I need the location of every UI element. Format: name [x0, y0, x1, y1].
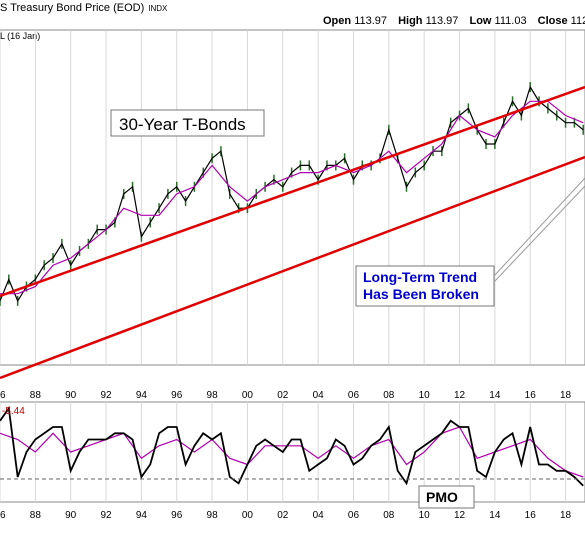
low-value: 111.03: [494, 15, 527, 27]
trend-label-box: [355, 265, 495, 307]
x-tick-label: 92: [100, 510, 112, 521]
x-tick-label: 92: [100, 390, 112, 401]
open-label: Open: [323, 15, 352, 27]
x-tick-label: 04: [313, 510, 325, 521]
x-tick-label: 00: [242, 510, 254, 521]
x-tick-label: 14: [489, 390, 501, 401]
x-tick-label: 18: [560, 510, 572, 521]
x-tick-label: 16: [525, 390, 537, 401]
ohlc-readout: Open 113.97 High 113.97 Low 111.03 Close…: [323, 15, 585, 27]
x-tick-label: 86: [0, 510, 6, 521]
close-label: Close: [537, 15, 568, 27]
pmo-line: [0, 405, 584, 487]
trend-channel: [0, 85, 585, 380]
indicator-panel: [0, 401, 585, 503]
channel-upper-line: [0, 85, 585, 298]
channel-lower-line: [0, 155, 585, 380]
x-tick-label: 90: [65, 390, 77, 401]
high-value: 113.97: [425, 15, 459, 27]
x-tick-label: 96: [171, 510, 183, 521]
x-tick-label: 08: [383, 390, 395, 401]
trend-label-line1: Long-Term Trend: [363, 269, 477, 285]
x-tick-label: 04: [313, 390, 325, 401]
moving-average-line: [0, 100, 584, 295]
x-tick-label: 12: [454, 390, 466, 401]
x-tick-label: 06: [348, 390, 360, 401]
x-tick-label: 12: [454, 510, 466, 521]
chart-symbol: INDX: [148, 4, 168, 13]
pmo-label-box: [418, 485, 475, 509]
price-lines: [0, 85, 584, 303]
x-tick-label: 94: [136, 390, 148, 401]
grid: [0, 30, 567, 502]
x-tick-label: 98: [207, 390, 219, 401]
price-panel: [0, 29, 585, 366]
x-tick-label: 88: [30, 390, 42, 401]
x-tick-label: 16: [525, 510, 537, 521]
high-label: High: [398, 15, 423, 27]
pmo-value: -5.44: [2, 406, 25, 417]
pmo-label: PMO: [426, 489, 458, 505]
tbond-label-box: [110, 109, 265, 137]
x-tick-label: 08: [383, 510, 395, 521]
x-tick-label: 14: [489, 510, 501, 521]
price-bars: [0, 82, 584, 306]
x-tick-label: 02: [277, 390, 289, 401]
x-tick-label: 94: [136, 510, 148, 521]
trend-label-pointer-a: [493, 177, 585, 277]
chart-header: S Treasury Bond Price (EOD) INDX Open 113…: [0, 0, 585, 30]
tbond-label: 30-Year T-Bonds: [119, 115, 246, 134]
x-tick-label: 00: [242, 390, 254, 401]
trend-label-pointer-b: [493, 185, 585, 283]
x-tick-label: 88: [30, 510, 42, 521]
x-tick-label: 86: [0, 390, 6, 401]
x-tick-label: 10: [419, 510, 431, 521]
pmo-lines: [0, 405, 584, 487]
low-label: Low: [469, 15, 492, 27]
pmo-signal-line: [0, 426, 584, 478]
x-axis-bottom: 86 88 90 92 94 96 98 00 02 04 06 08 10 12 14 16 18: [0, 510, 572, 521]
date-note: L (16 Jan): [0, 31, 41, 41]
x-tick-label: 96: [171, 390, 183, 401]
chart-title: S Treasury Bond Price (EOD) INDX: [0, 2, 168, 14]
x-tick-label: 02: [277, 510, 289, 521]
x-tick-label: 06: [348, 510, 360, 521]
close-value: 112.8: [570, 15, 585, 27]
x-axis-top: 86 88 90 92 94 96 98 00 02 04 06 08 10 12 14 16 18: [0, 390, 572, 401]
x-tick-label: 18: [560, 390, 572, 401]
x-tick-label: 90: [65, 510, 77, 521]
x-tick-label: 10: [419, 390, 431, 401]
trend-label-line2: Has Been Broken: [363, 286, 479, 302]
x-tick-label: 98: [207, 510, 219, 521]
price-line: [0, 85, 584, 303]
open-value: 113.97: [354, 15, 388, 27]
